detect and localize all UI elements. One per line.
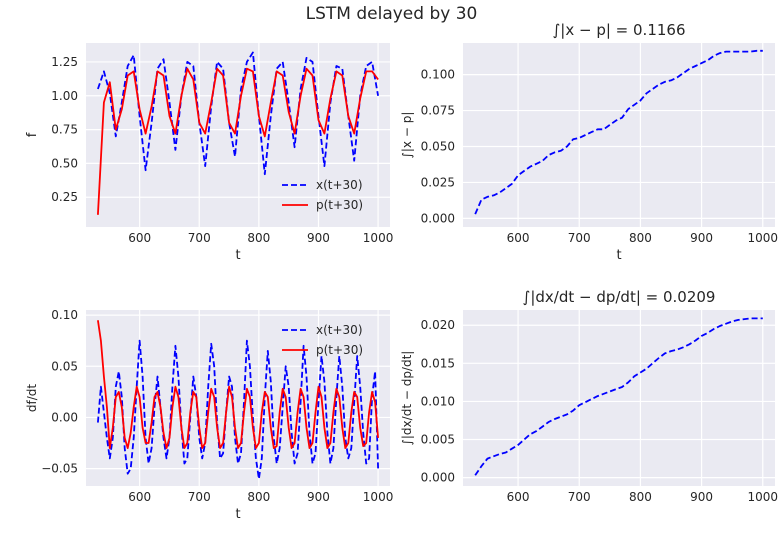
x-tick-label: 900: [307, 490, 330, 504]
x-tick-label: 900: [307, 231, 330, 245]
y-tick-label: 0.020: [421, 318, 455, 332]
x-axis-label: t: [616, 248, 621, 263]
series-line-p-t-30: [97, 320, 379, 450]
legend: x(t+30) p(t+30): [282, 178, 363, 212]
x-tick-label: 600: [507, 231, 530, 245]
x-axis-label: t: [235, 507, 240, 522]
x-tick-label: 700: [568, 231, 591, 245]
y-axis-label: f: [25, 132, 40, 137]
y-tick-label: 0.050: [421, 140, 455, 154]
x-tick-label: 600: [128, 490, 151, 504]
y-tick-label: 0.000: [421, 471, 455, 485]
x-tick-label: 900: [690, 490, 713, 504]
x-tick-label: 800: [247, 490, 270, 504]
y-tick-label: 0.05: [51, 359, 78, 373]
panel-f: 600 700 800 900 1000 0.25 0.50 0.75 1.00 1.25 t f x(…: [25, 43, 393, 263]
x-tick-label: 600: [507, 490, 530, 504]
x-tick-label: 700: [188, 231, 211, 245]
panel-df: 600 700 800 900 1000 −0.05 0.00 0.05 0.10 t df/dt x…: [25, 308, 393, 522]
y-tick-label: −0.05: [41, 462, 78, 476]
x-tick-label: 1000: [747, 231, 778, 245]
x-tick-label: 1000: [363, 490, 394, 504]
y-tick-label: 0.025: [421, 175, 455, 189]
y-tick-label: 0.50: [51, 156, 78, 170]
y-axis-label: ∫|x − p|: [400, 112, 414, 159]
legend-label: x(t+30): [316, 323, 363, 337]
y-tick-label: 0.10: [51, 308, 78, 322]
figure-suptitle: LSTM delayed by 30: [305, 4, 478, 24]
x-tick-label: 800: [629, 490, 652, 504]
legend-label: p(t+30): [316, 198, 363, 212]
x-tick-label: 1000: [363, 231, 394, 245]
y-axis-label: ∫|dx/dt − dp/dt|: [400, 351, 414, 446]
y-tick-label: 0.25: [51, 190, 78, 204]
y-axis-label: df/dt: [25, 384, 39, 413]
series-line-p-t-30: [97, 67, 379, 215]
legend-label: p(t+30): [316, 343, 363, 357]
x-tick-label: 900: [690, 231, 713, 245]
y-tick-label: 0.00: [51, 410, 78, 424]
y-tick-label: 0.75: [51, 123, 78, 137]
legend: x(t+30) p(t+30): [282, 323, 363, 357]
x-tick-label: 800: [629, 231, 652, 245]
x-tick-label: 700: [568, 490, 591, 504]
y-tick-label: 0.100: [421, 68, 455, 82]
panel-title: ∫|x − p| = 0.1166: [552, 21, 685, 39]
panel-cum_abs_ddiff: 600 700 800 900 1000 0.000 0.005 0.010 0.015 0.02…: [400, 288, 778, 504]
x-tick-label: 800: [247, 231, 270, 245]
x-axis-label: t: [235, 248, 240, 263]
series-line-cumulative: [474, 317, 763, 476]
plot-area: [463, 310, 775, 486]
y-tick-label: 0.075: [421, 104, 455, 118]
y-tick-label: 0.000: [421, 211, 455, 225]
x-tick-label: 1000: [747, 490, 778, 504]
y-tick-label: 0.010: [421, 394, 455, 408]
panel-cum_abs_diff: 600 700 800 900 1000 0.000 0.025 0.050 0.075 0.10…: [400, 21, 778, 263]
y-tick-label: 0.005: [421, 433, 455, 447]
series-line-x-t-30: [97, 51, 379, 176]
panel-title: ∫|dx/dt − dp/dt| = 0.0209: [523, 288, 716, 306]
x-tick-label: 600: [128, 231, 151, 245]
plot-area: [463, 43, 775, 227]
x-tick-label: 700: [188, 490, 211, 504]
legend-label: x(t+30): [316, 178, 363, 192]
series-line-cumulative: [474, 49, 763, 215]
y-tick-label: 1.25: [51, 55, 78, 69]
y-tick-label: 1.00: [51, 89, 78, 103]
y-tick-label: 0.015: [421, 356, 455, 370]
series-line-x-t-30: [97, 339, 379, 480]
